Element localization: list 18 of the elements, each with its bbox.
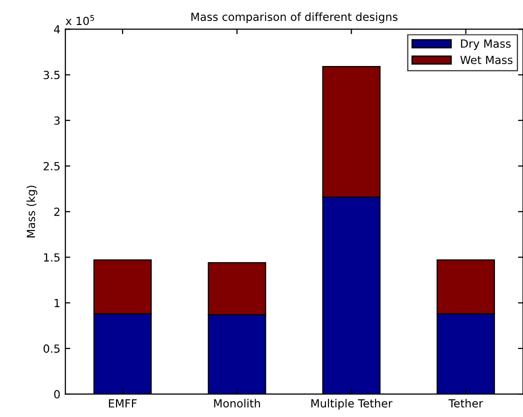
x-tick-label: Tether [448, 398, 484, 408]
y-tick-label: 0.5 [44, 344, 60, 353]
y-tick-label: 3 [54, 116, 60, 125]
y-tick-label: 4 [54, 25, 60, 34]
y-axis-title: Mass (kg) [26, 186, 38, 238]
y-tick-label: 1 [54, 298, 60, 308]
legend-label: Dry Mass [461, 40, 511, 50]
x-tick-label: Multiple Tether [311, 398, 392, 410]
y-tick-label: 1.5 [44, 253, 60, 262]
y-tick-label: 0 [54, 390, 60, 398]
text: x 10$^{5}$ [66, 15, 94, 26]
legend-label: Wet Mass [460, 56, 512, 64]
chart-title: Mass comparison of different designs [191, 12, 398, 24]
y-tick-label: 3.5 [44, 70, 60, 80]
y-tick-label: 2.5 [44, 162, 60, 170]
x-tick-label: EMFF [108, 399, 137, 408]
x-tick-label: Monolith [214, 398, 260, 408]
y-tick-label: 2 [54, 208, 60, 216]
